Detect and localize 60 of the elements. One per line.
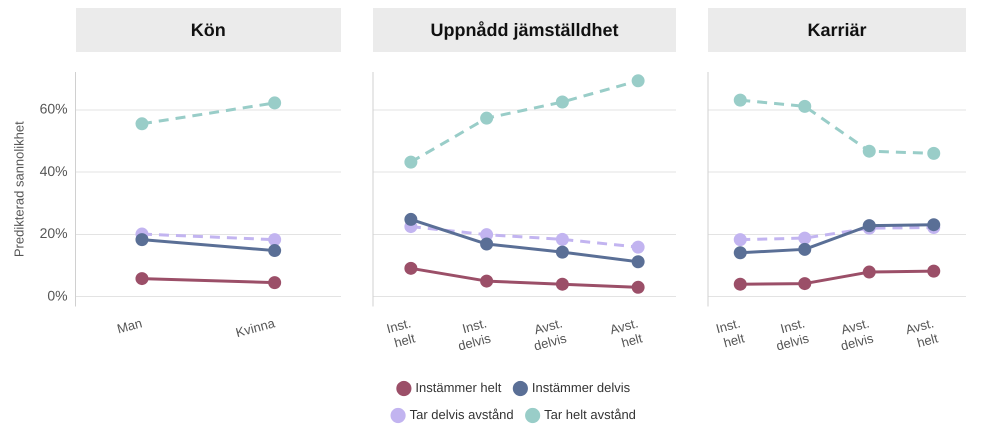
point (268, 233, 282, 246)
point (480, 274, 494, 288)
panel-header: Kön (76, 8, 341, 52)
x-tick-label: Inst. delvis (774, 315, 811, 354)
point (862, 144, 876, 158)
point (404, 156, 418, 169)
point (798, 232, 812, 245)
legend-label: Instämmer delvis (532, 380, 631, 396)
point (135, 233, 148, 246)
panel-header: Uppnådd jämställdhet (373, 8, 676, 52)
point (404, 262, 418, 275)
point (556, 278, 569, 291)
point (798, 277, 812, 290)
point (632, 255, 645, 268)
x-tick-label: Inst. helt (384, 315, 417, 350)
point (927, 218, 940, 232)
point (404, 212, 418, 226)
x-tick-label: Kvinna (234, 315, 278, 340)
point (734, 278, 747, 291)
point (632, 74, 645, 88)
point (798, 242, 812, 256)
point (268, 96, 282, 110)
x-tick-label: Inst. helt (714, 315, 746, 350)
chart-title: Kön (190, 20, 226, 40)
point (862, 266, 876, 279)
y-tick-label: 40% (40, 162, 68, 179)
chart-title: Karriär (807, 20, 867, 40)
y-tick-label: 0% (47, 288, 68, 304)
point (734, 94, 747, 107)
point (927, 146, 940, 160)
point (268, 244, 282, 258)
point (556, 95, 569, 108)
point (135, 272, 148, 286)
point (135, 117, 148, 130)
point (862, 219, 876, 232)
point (268, 276, 282, 290)
point (556, 246, 569, 259)
panel-header: Karriär (708, 8, 966, 52)
x-tick-label: Inst. delvis (456, 315, 493, 354)
y-tick-label: 60% (40, 100, 68, 117)
point (632, 240, 645, 254)
point (734, 233, 747, 246)
legend-label: Tar helt avstånd (544, 407, 636, 422)
x-tick-label: Avst. helt (608, 315, 644, 350)
point (798, 100, 812, 113)
point (556, 232, 569, 246)
legend-label: Instämmer helt (415, 380, 502, 396)
x-tick-label: Avst. delvis (838, 315, 876, 354)
y-tick-label: 20% (40, 225, 68, 242)
point (480, 238, 494, 251)
point (632, 280, 645, 294)
point (734, 246, 747, 260)
x-tick-label: Man (115, 315, 144, 336)
chart-title: Uppnådd jämställdhet (430, 20, 618, 40)
point (480, 112, 494, 125)
x-tick-label: Avst. helt (904, 315, 940, 350)
y-axis-title: Predikterad sannolikhet (11, 120, 26, 258)
legend-label: Tar delvis avstånd (410, 407, 514, 422)
point (927, 264, 940, 278)
x-tick-label: Avst. delvis (532, 315, 569, 354)
